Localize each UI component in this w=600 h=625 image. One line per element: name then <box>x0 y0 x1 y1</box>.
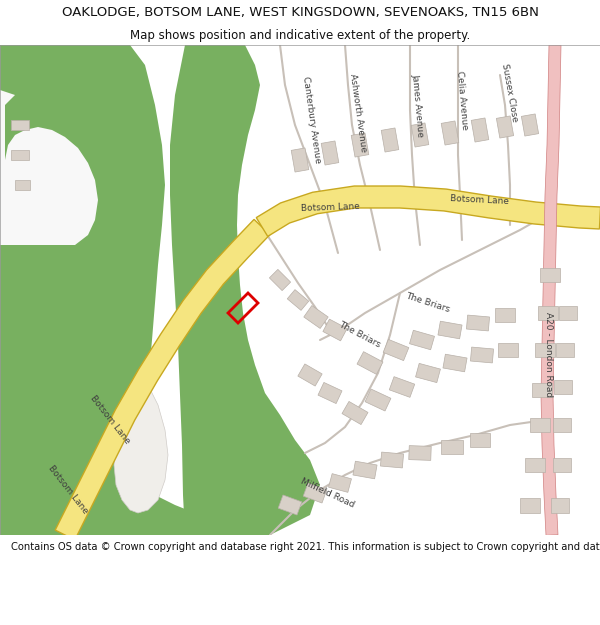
Polygon shape <box>411 123 429 147</box>
Polygon shape <box>0 45 165 535</box>
Polygon shape <box>383 339 409 361</box>
Polygon shape <box>269 269 290 291</box>
Polygon shape <box>321 141 339 165</box>
Polygon shape <box>466 315 490 331</box>
Polygon shape <box>114 385 168 513</box>
Polygon shape <box>471 118 489 142</box>
Polygon shape <box>540 268 560 282</box>
Polygon shape <box>409 330 434 350</box>
Text: Sussex Close: Sussex Close <box>500 63 520 123</box>
Text: The Briars: The Briars <box>405 292 451 314</box>
Polygon shape <box>303 483 327 503</box>
Polygon shape <box>520 498 540 512</box>
Polygon shape <box>441 440 463 454</box>
Text: Celia Avenue: Celia Avenue <box>455 70 469 130</box>
Polygon shape <box>287 289 309 311</box>
Polygon shape <box>551 498 569 512</box>
Polygon shape <box>55 219 270 540</box>
Polygon shape <box>541 45 561 535</box>
Text: Canterbury Avenue: Canterbury Avenue <box>301 76 323 164</box>
Text: Botsom Lane: Botsom Lane <box>46 464 89 516</box>
Polygon shape <box>0 315 240 535</box>
Polygon shape <box>11 120 29 130</box>
Polygon shape <box>521 114 539 136</box>
Polygon shape <box>381 128 399 152</box>
Polygon shape <box>538 306 558 320</box>
Polygon shape <box>553 418 571 432</box>
Text: Ashworth Avenue: Ashworth Avenue <box>348 73 368 152</box>
Polygon shape <box>441 121 459 145</box>
Text: The Briars: The Briars <box>338 320 382 350</box>
Polygon shape <box>553 458 571 472</box>
Polygon shape <box>256 186 600 236</box>
Polygon shape <box>357 352 383 374</box>
Polygon shape <box>278 495 302 515</box>
Polygon shape <box>342 401 368 424</box>
Polygon shape <box>329 474 352 492</box>
Polygon shape <box>318 382 342 404</box>
Polygon shape <box>559 306 577 320</box>
Polygon shape <box>496 116 514 138</box>
Polygon shape <box>14 180 29 190</box>
Text: Botsom Lane: Botsom Lane <box>301 201 359 212</box>
Polygon shape <box>298 364 322 386</box>
Text: Botsom Lane: Botsom Lane <box>88 394 131 446</box>
Polygon shape <box>438 321 462 339</box>
Text: A20 - London Road: A20 - London Road <box>545 312 554 398</box>
Polygon shape <box>291 148 309 172</box>
Polygon shape <box>0 305 112 535</box>
Polygon shape <box>443 354 467 372</box>
Polygon shape <box>365 389 391 411</box>
Polygon shape <box>470 433 490 447</box>
Polygon shape <box>389 377 415 398</box>
Polygon shape <box>532 383 552 397</box>
Text: Contains OS data © Crown copyright and database right 2021. This information is : Contains OS data © Crown copyright and d… <box>11 542 600 552</box>
Text: OAKLODGE, BOTSOM LANE, WEST KINGSDOWN, SEVENOAKS, TN15 6BN: OAKLODGE, BOTSOM LANE, WEST KINGSDOWN, S… <box>62 6 538 19</box>
Polygon shape <box>353 461 377 479</box>
Polygon shape <box>11 150 29 160</box>
Text: Map shows position and indicative extent of the property.: Map shows position and indicative extent… <box>130 29 470 42</box>
Polygon shape <box>530 418 550 432</box>
Text: Botsom Lane: Botsom Lane <box>451 194 509 206</box>
Polygon shape <box>470 347 494 363</box>
Text: Milfield Road: Milfield Road <box>299 477 356 509</box>
Polygon shape <box>323 319 347 341</box>
Polygon shape <box>351 133 369 157</box>
Polygon shape <box>554 380 572 394</box>
Polygon shape <box>304 306 328 329</box>
Polygon shape <box>535 343 555 357</box>
Polygon shape <box>498 343 518 357</box>
Text: James Avenue: James Avenue <box>411 73 425 137</box>
Polygon shape <box>556 343 574 357</box>
Polygon shape <box>525 458 545 472</box>
Polygon shape <box>0 90 98 245</box>
Polygon shape <box>409 446 431 461</box>
Polygon shape <box>170 45 320 535</box>
Polygon shape <box>416 363 440 382</box>
Polygon shape <box>495 308 515 322</box>
Polygon shape <box>380 452 404 468</box>
